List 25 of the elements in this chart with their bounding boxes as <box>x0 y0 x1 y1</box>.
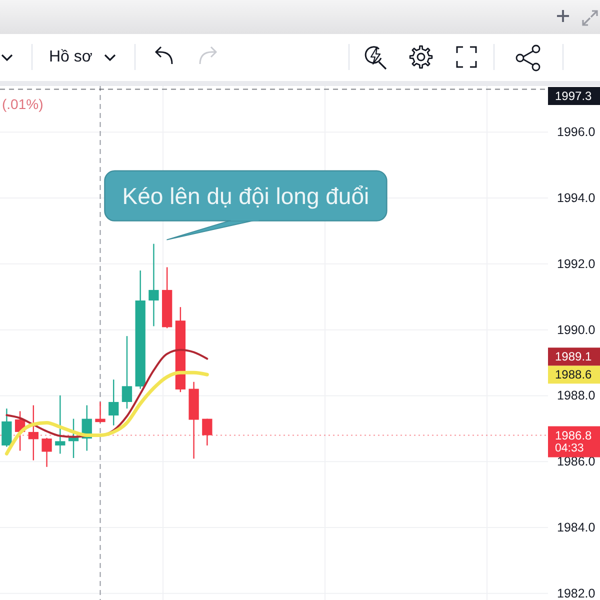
candlestick <box>148 243 159 327</box>
y-tick-label: 1992.0 <box>557 256 596 271</box>
annotation: Kéo lên dụ đội long đuổi <box>122 182 370 209</box>
candlestick <box>28 404 38 461</box>
y-tick-label: 1994.0 <box>557 191 596 206</box>
y-tick-label: 1984.0 <box>557 520 596 535</box>
candlestick <box>202 418 212 446</box>
y-tick-label: 1986.0 <box>557 454 596 469</box>
text: 1989.1 <box>555 350 592 364</box>
ref-line-label: 1986.8 <box>555 428 592 442</box>
y-tick-label: 1990.0 <box>557 322 596 337</box>
text: 1988.6 <box>555 368 592 382</box>
candlestick <box>122 335 132 410</box>
line-series <box>4 370 209 456</box>
candlestick <box>55 394 66 454</box>
candlestick <box>42 437 52 468</box>
y-tick-label: 1996.0 <box>557 125 596 140</box>
y-tick-label: 1988.0 <box>557 388 596 403</box>
annotation: (.01%) <box>2 96 44 112</box>
candlestick <box>95 401 106 424</box>
y-tick-label: 1982.0 <box>557 586 596 600</box>
text: Hồ sơ <box>49 48 93 66</box>
ref-line-label: 1997.3 <box>555 89 592 103</box>
candlestick <box>108 378 119 426</box>
text: 04:33 <box>555 442 584 454</box>
